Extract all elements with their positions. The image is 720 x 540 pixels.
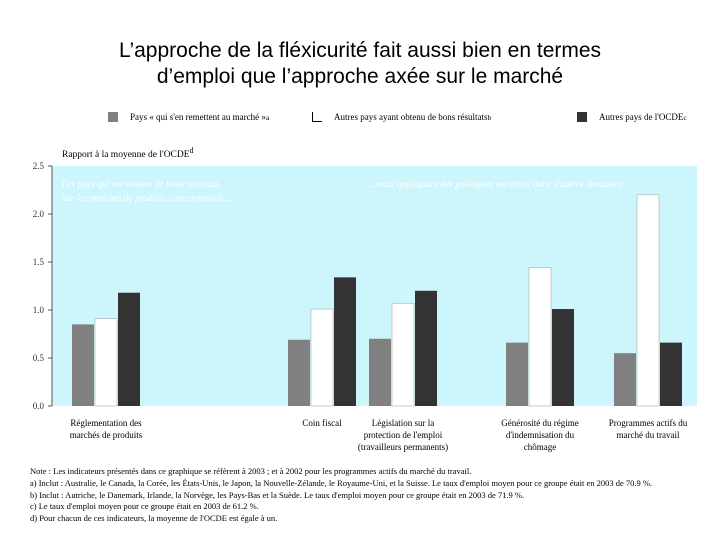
bar-good-results [94,318,118,407]
legend-swatch-good-results [312,112,322,122]
legend-item-market: Pays « qui s'en remettent au marché » a [108,112,269,122]
panel-text-left-1: Les pays qui ont obtenu de bons résultat… [61,180,219,190]
bar-market [72,324,94,406]
category-label: Programmes actifs du [609,418,688,428]
bar-market [614,353,636,406]
note-d: d) Pour chacun de ces indicateurs, la mo… [30,513,278,524]
category-labels: Réglementation des marchés de produits Coi… [70,418,688,452]
category-label: Générosité du régime [501,418,578,428]
legend-sup-other: c [683,112,687,122]
category-label: d'indemnisation du [506,430,575,440]
y-tick-label: 1.5 [33,257,45,267]
title-line-1: L’approche de la fléxicurité fait aussi … [118,39,602,62]
legend: Pays « qui s'en remettent au marché » a A… [0,112,720,130]
notes: Note : Les indicateurs présentés dans ce… [30,466,710,525]
bar-good-results [391,302,415,407]
legend-item-other: Autres pays de l'OCDE c [577,112,687,122]
panel-text-left-2: sur les marchés de produits concurrentie… [62,194,232,204]
legend-label-other: Autres pays de l'OCDE [599,112,684,122]
category-label: Législation sur la [372,418,435,428]
bar-other [415,290,437,406]
bar-other [552,309,574,406]
legend-item-good-results: Autres pays ayant obtenu de bons résulta… [312,112,491,122]
title-line-2: d’emploi que l’approche axée sur le marc… [156,65,564,88]
y-tick-label: 2.5 [33,161,45,171]
legend-label-market: Pays « qui s'en remettent au marché » [130,112,266,122]
note-c: c) Le taux d'emploi moyen pour ce groupe… [30,501,259,512]
y-axis: 0.0 0.5 1.0 1.5 2.0 2.5 [33,161,53,411]
legend-label-good-results: Autres pays ayant obtenu de bons résulta… [334,112,488,122]
bar-good-results [310,308,334,407]
legend-sup-good-results: b [487,112,492,122]
y-tick-label: 2.0 [33,209,45,219]
chart-title: L’approche de la fléxicurité fait aussi … [0,38,720,90]
category-label: Réglementation des [70,418,142,428]
bar-other [118,292,140,406]
note-main: Note : Les indicateurs présentés dans ce… [30,466,472,476]
y-axis-title-text: Rapport à la moyenne de l'OCDE [62,150,190,161]
bar-market [506,342,528,406]
note-b: b) Inclut : Autriche, le Danemark, Irlan… [30,489,525,500]
y-tick-label: 1.0 [33,305,45,315]
category-label: chômage [524,442,556,452]
y-axis-title: Rapport à la moyenne de l'OCDEd [62,146,194,160]
legend-sup-market: a [265,112,270,122]
bar-good-results [528,267,552,407]
y-tick-label: 0.5 [33,353,45,363]
category-label: marchés de produits [70,430,143,440]
bar-market [369,338,391,406]
bars [72,194,682,407]
bar-good-results [636,194,660,407]
note-a: a) Inclut : Australie, le Canada, la Cor… [30,477,653,488]
y-tick-label: 0.0 [33,401,45,411]
y-axis-title-sup: d [189,146,194,155]
panel-text-right: …mais appliquant des politiques variable… [368,180,623,190]
category-label: Coin fiscal [302,418,342,428]
category-label: marché du travail [617,430,680,440]
bar-market [288,339,310,406]
bar-other [334,277,356,406]
category-label: (travailleurs permanents) [358,442,448,452]
legend-swatch-other [577,112,587,122]
bar-other [660,342,682,406]
category-label: protection de l'emploi [364,430,443,440]
legend-swatch-market [108,112,118,122]
